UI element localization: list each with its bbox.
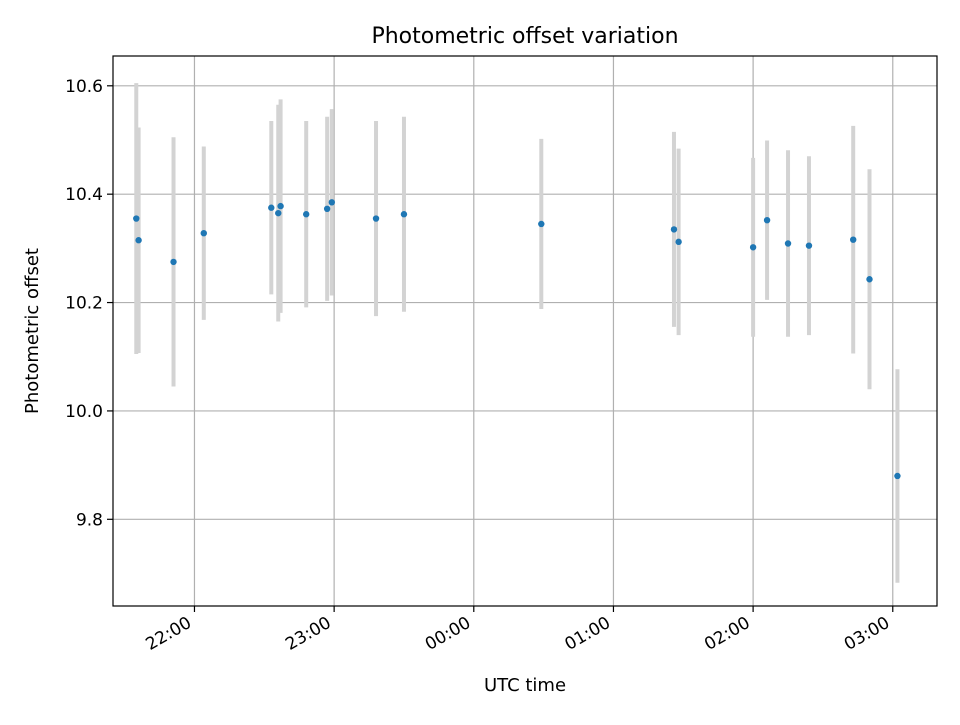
x-tick-label: 01:00 [562,613,614,655]
data-point [866,276,873,283]
data-point [749,244,757,251]
data-point [763,216,771,224]
data-point [400,211,408,218]
point-layer [133,199,901,480]
data-point [784,240,792,247]
x-tick-label: 02:00 [701,613,753,655]
y-axis: 9.8 10.0 10.2 10.4 10.6 [65,77,113,530]
x-tick-label: 03:00 [841,613,893,655]
errorbar-layer [134,83,900,583]
y-tick-label: 10.4 [65,185,103,205]
data-point [328,199,336,206]
data-point [135,237,142,244]
data-point [538,220,545,228]
y-tick-label: 10.2 [65,294,103,314]
grid-layer [113,56,937,606]
y-tick-label: 10.0 [65,402,103,422]
y-tick-label: 10.6 [65,77,103,97]
data-point [670,226,678,233]
y-axis-label: Photometric offset [22,248,43,414]
x-axis-label: UTC time [484,675,566,696]
data-point [133,215,140,222]
data-point [894,472,901,480]
x-tick-label: 23:00 [282,613,334,655]
data-point [675,238,682,246]
data-point [275,209,282,217]
data-point [200,229,207,237]
data-point [372,215,380,222]
plot-frame [112,55,938,607]
chart-title: Photometric offset variation [371,24,678,49]
data-point [850,236,857,243]
data-point [277,202,284,210]
data-point [302,211,310,218]
data-point [805,242,813,249]
data-point [170,258,177,266]
x-tick-label: 00:00 [422,613,474,655]
x-tick-label: 22:00 [143,613,195,655]
y-tick-label: 9.8 [76,510,103,530]
x-axis: 22:00 23:00 00:00 01:00 02:00 03:00 [143,606,894,655]
data-point [268,204,275,211]
data-point [323,205,331,213]
